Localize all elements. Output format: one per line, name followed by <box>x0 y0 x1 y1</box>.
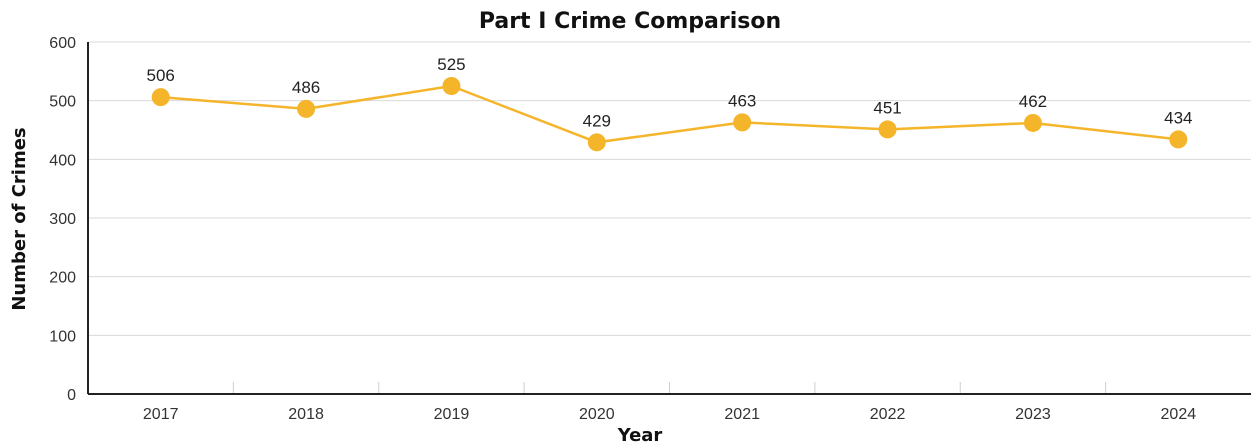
data-label: 506 <box>147 66 175 85</box>
x-tick-label: 2023 <box>1015 406 1051 423</box>
x-tick-label: 2022 <box>870 406 906 423</box>
data-label: 434 <box>1164 108 1192 127</box>
x-tick-label: 2018 <box>288 406 324 423</box>
data-point <box>878 120 897 139</box>
data-point <box>733 113 752 132</box>
data-point <box>297 99 316 118</box>
y-tick-label: 400 <box>49 152 76 169</box>
y-tick-labels: 0 100 200 300 400 500 600 <box>49 35 76 404</box>
series-crimes <box>151 77 1188 152</box>
y-tick-label: 100 <box>49 328 76 345</box>
x-tick-label: 2017 <box>143 406 179 423</box>
data-label: 486 <box>292 78 320 97</box>
data-label: 463 <box>728 91 756 110</box>
data-point <box>587 133 606 152</box>
y-tick-label: 600 <box>49 35 76 52</box>
y-tick-label: 500 <box>49 94 76 111</box>
data-point <box>1023 113 1042 132</box>
data-label: 525 <box>437 55 465 74</box>
x-axis-title: Year <box>617 425 663 446</box>
chart-title: Part I Crime Comparison <box>479 9 781 34</box>
data-point <box>442 77 461 95</box>
y-axis-title: Number of Crimes <box>9 127 30 310</box>
data-point <box>1169 130 1188 149</box>
x-tick-label: 2019 <box>434 406 470 423</box>
axes <box>87 42 1251 395</box>
y-tick-label: 0 <box>67 387 76 404</box>
x-tick-label: 2024 <box>1161 406 1197 423</box>
data-point <box>151 88 170 107</box>
x-tick-marks <box>232 382 1107 394</box>
data-label: 429 <box>583 111 611 130</box>
y-tick-label: 200 <box>49 270 76 287</box>
x-tick-label: 2021 <box>724 406 760 423</box>
grid-lines <box>88 41 1251 336</box>
series-line <box>160 84 1179 144</box>
data-labels: 506 486 525 429 463 451 462 434 <box>147 55 1193 130</box>
x-tick-label: 2020 <box>579 406 615 423</box>
data-label: 451 <box>873 98 901 117</box>
data-label: 462 <box>1019 92 1047 111</box>
x-tick-labels: 2017 2018 2019 2020 2021 2022 2023 2024 <box>143 406 1196 423</box>
y-tick-label: 300 <box>49 211 76 228</box>
